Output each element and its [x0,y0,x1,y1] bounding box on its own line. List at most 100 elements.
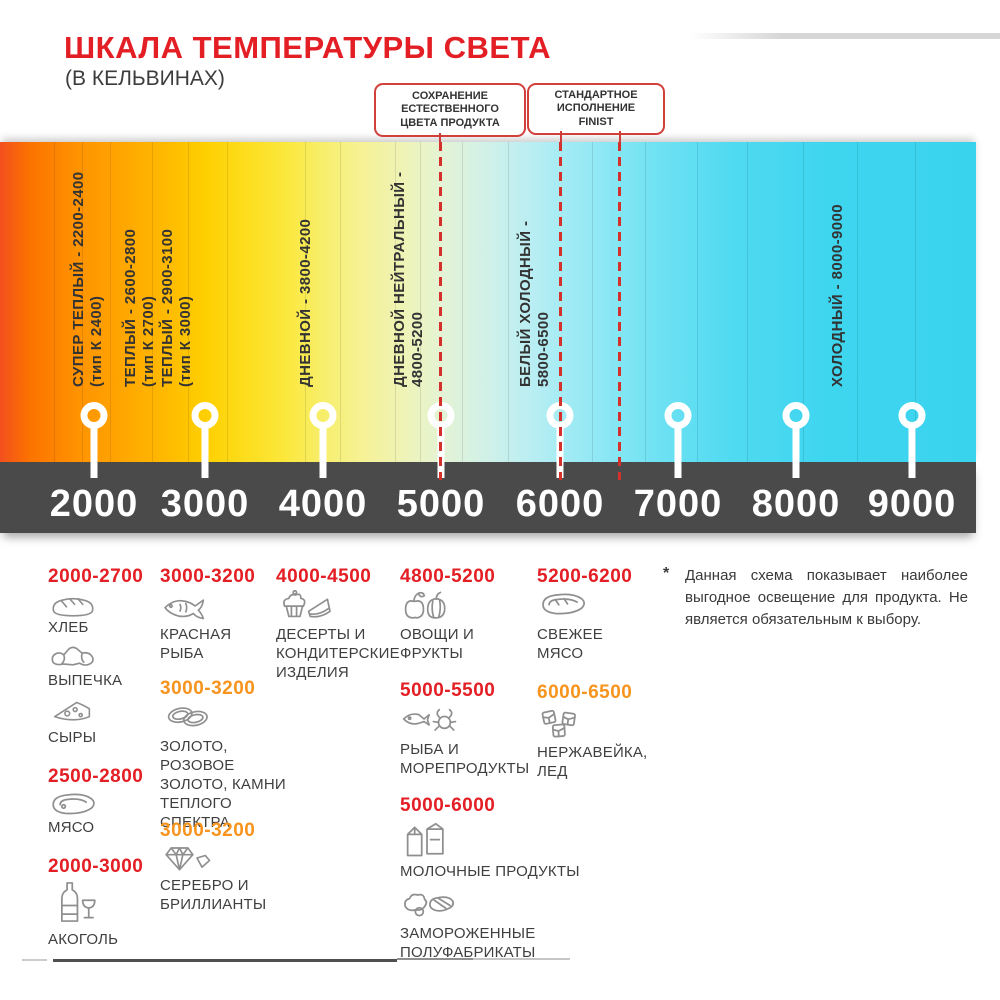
zone-separator-line [592,142,593,462]
pin-head-icon [309,402,337,429]
zone-separator-line [420,142,421,462]
zone-separator-line [857,142,858,462]
scale-pin-2000 [80,402,108,478]
zone-separator-line [697,142,698,462]
callout-leg-line [619,131,621,143]
product-label: СВЕЖЕЕ МЯСО [537,626,603,662]
pin-head-icon [664,402,692,429]
fresh-meat-icon [537,589,591,622]
footnote-text: Данная схема показывает наиболее выгодно… [685,567,968,628]
axis-tick-6000: 6000 [515,483,605,525]
pin-stem [674,426,682,478]
pin-head-icon [898,402,926,429]
pin-head-icon [191,402,219,429]
fish-icon [160,589,210,628]
scale-label-super-warm: СУПЕР ТЕПЛЫЙ - 2200-2400 (тип К 2400) [70,171,105,387]
pin-stem [319,426,327,478]
pin-stem [201,426,209,478]
product-label: МОЛОЧНЫЕ ПРОДУКТЫ [400,863,580,880]
zone-separator-line [227,142,228,462]
finist-range-dashed-line-right [618,142,621,480]
product-label: ЗОЛОТО, РОЗОВОЕ ЗОЛОТО, КАМНИ ТЕПЛОГО СП… [160,738,286,831]
pin-stem [908,426,916,478]
axis-tick-5000: 5000 [396,483,486,525]
bread-icon [48,593,98,624]
zone-separator-line [462,142,463,462]
gold-rings-icon [160,702,214,735]
topright-decor-bar [690,33,1000,39]
callout-line: СТАНДАРТНОЕ [554,88,638,101]
zone-separator-line [508,142,509,462]
range-heading: 2500-2800 [48,766,144,787]
callout-leg-line [560,131,562,143]
temperature-gradient-band: СУПЕР ТЕПЛЫЙ - 2200-2400 (тип К 2400) ТЕ… [0,142,976,478]
product-label: СЕРЕБРО И БРИЛЛИАНТЫ [160,877,267,913]
scale-pin-4000 [309,402,337,478]
scale-label-daylight: ДНЕВНОЙ - 3800-4200 [297,218,314,387]
product-label: ДЕСЕРТЫ И КОНДИТЕРСКИЕ ИЗДЕЛИЯ [276,626,400,681]
croissant-icon [48,639,98,674]
pin-stem [90,426,98,478]
axis-tick-2000: 2000 [49,483,139,525]
bottom-rule-segment [53,959,397,962]
zone-separator-line [395,142,396,462]
callout-line: СОХРАНЕНИЕ [412,89,488,102]
zone-separator-line [803,142,804,462]
scale-pin-3000 [191,402,219,478]
zone-separator-line [110,142,111,462]
ice-cubes-icon [537,707,587,744]
zone-separator-line [915,142,916,462]
alcohol-icon [48,878,100,931]
callout-leg-line [439,133,441,143]
zone-separator-line [54,142,55,462]
axis-tick-9000: 9000 [867,483,957,525]
page-title: ШКАЛА ТЕМПЕРАТУРЫ СВЕТА [64,30,551,65]
diamond-icon [160,843,214,878]
footnote-asterisk: * [663,565,670,582]
kelvin-axis-bar: 2000 3000 4000 5000 6000 7000 8000 9000 [0,462,976,533]
footnote: * Данная схема показывает наиболее выгод… [663,565,968,631]
zone-separator-line [645,142,646,462]
scale-label-cool-white: БЕЛЫЙ ХОЛОДНЫЙ - 5800-6500 [517,220,552,387]
product-label: ЗАМОРОЖЕННЫЕ ПОЛУФАБРИКАТЫ [400,925,536,961]
axis-tick-8000: 8000 [751,483,841,525]
bottom-rule-segment [397,958,473,960]
meat-icon [48,790,100,821]
product-label: ОВОЩИ И ФРУКТЫ [400,626,475,662]
scale-pin-9000 [898,402,926,478]
scale-label-warm-3000: ТЕПЛЫЙ - 2900-3100 (тип К 3000) [159,228,194,387]
product-label: АКОГОЛЬ [48,931,119,948]
milk-icon [400,815,454,864]
callout-natural-color: СОХРАНЕНИЕ ЕСТЕСТВЕННОГО ЦВЕТА ПРОДУКТА [374,83,526,137]
axis-tick-7000: 7000 [633,483,723,525]
axis-tick-4000: 4000 [278,483,368,525]
scale-label-cold: ХОЛОДНЫЙ - 8000-9000 [829,204,846,387]
zone-separator-line [305,142,306,462]
bottom-rule-segment [473,958,570,960]
zone-separator-line [82,142,83,462]
scale-pin-8000 [782,402,810,478]
dessert-icon [276,589,336,630]
callout-line: FINIST [578,115,614,128]
range-heading: 3000-3200 [160,678,256,699]
pin-head-icon [782,402,810,429]
range-heading: 3000-3200 [160,820,256,841]
product-label: ВЫПЕЧКА [48,672,123,689]
callout-finist-standard: СТАНДАРТНОЕ ИСПОЛНЕНИЕ FINIST [527,83,665,135]
scale-pin-7000 [664,402,692,478]
range-heading: 6000-6500 [537,682,633,703]
zone-separator-line [152,142,153,462]
product-label: ХЛЕБ [48,619,89,636]
scale-label-warm-2700: ТЕПЛЫЙ - 2600-2800 (тип К 2700) [122,228,157,387]
callout-line: ИСПОЛНЕНИЕ [556,102,636,115]
range-heading: 5000-5500 [400,680,496,701]
zone-separator-line [340,142,341,462]
range-heading: 4000-4500 [276,566,372,587]
pin-head-icon [80,402,108,429]
finist-range-dashed-line-left [559,142,562,480]
scale-label-daylight-neutral: ДНЕВНОЙ НЕЙТРАЛЬНЫЙ - 4800-5200 [391,171,426,387]
range-heading: 4800-5200 [400,566,496,587]
pin-stem [792,426,800,478]
callout-line: ЕСТЕСТВЕННОГО [401,103,499,116]
